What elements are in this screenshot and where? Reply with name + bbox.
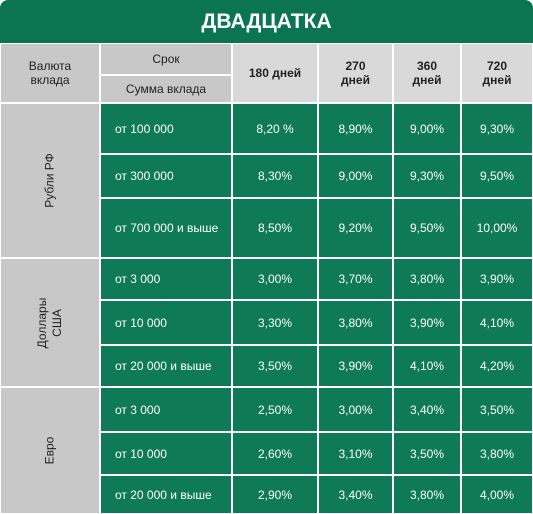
header-term: Срок	[100, 43, 232, 75]
rate: 3,50%	[393, 432, 461, 475]
rate: 3,40%	[393, 387, 461, 432]
rate: 3,50%	[461, 387, 533, 432]
rate: 3,10%	[318, 432, 393, 475]
rate: 8,50%	[232, 198, 318, 258]
rate: 2,90%	[232, 475, 318, 514]
amount: от 20 000 и выше	[100, 345, 232, 387]
table-title: ДВАДЦАТКА	[0, 0, 533, 43]
rate: 3,00%	[318, 387, 393, 432]
amount: от 3 000	[100, 258, 232, 300]
rate: 3,80%	[393, 258, 461, 300]
rate: 9,00%	[318, 154, 393, 198]
amount: от 20 000 и выше	[100, 475, 232, 514]
rate: 3,90%	[318, 345, 393, 387]
header-term-days: 270 дней	[318, 43, 393, 103]
amount: от 700 000 и выше	[100, 198, 232, 258]
rate: 2,60%	[232, 432, 318, 475]
rate: 3,30%	[232, 300, 318, 345]
cell-text: Доллары США	[35, 297, 64, 348]
rate: 9,00%	[393, 103, 461, 154]
header-term-days: 720 дней	[461, 43, 533, 103]
amount: от 10 000	[100, 300, 232, 345]
header-term-days: 180 дней	[232, 43, 318, 103]
cell-text: Рубли РФ	[42, 153, 57, 208]
rate: 3,40%	[318, 475, 393, 514]
rate: 4,00%	[461, 475, 533, 514]
cell-text: Евро	[42, 436, 57, 465]
amount: от 100 000	[100, 103, 232, 154]
currency-label: Доллары США	[0, 258, 100, 387]
rate: 3,80%	[461, 432, 533, 475]
amount: от 10 000	[100, 432, 232, 475]
header-term-days: 360 дней	[393, 43, 461, 103]
rate: 9,20%	[318, 198, 393, 258]
rate: 9,30%	[461, 103, 533, 154]
header-amount: Сумма вклада	[100, 75, 232, 103]
rate: 4,10%	[393, 345, 461, 387]
rate: 2,50%	[232, 387, 318, 432]
rate: 3,70%	[318, 258, 393, 300]
rate: 9,50%	[393, 198, 461, 258]
currency-label: Евро	[0, 387, 100, 514]
rate: 9,50%	[461, 154, 533, 198]
rate: 3,00%	[232, 258, 318, 300]
rate: 3,90%	[461, 258, 533, 300]
rate: 8,20 %	[232, 103, 318, 154]
header-currency: Валюта вклада	[0, 43, 100, 103]
amount: от 3 000	[100, 387, 232, 432]
rate: 10,00%	[461, 198, 533, 258]
rate: 3,90%	[393, 300, 461, 345]
rate: 3,80%	[318, 300, 393, 345]
rate: 3,50%	[232, 345, 318, 387]
rate: 4,20%	[461, 345, 533, 387]
rate: 8,90%	[318, 103, 393, 154]
currency-label: Рубли РФ	[0, 103, 100, 258]
rate: 4,10%	[461, 300, 533, 345]
amount: от 300 000	[100, 154, 232, 198]
rate: 8,30%	[232, 154, 318, 198]
rate: 9,30%	[393, 154, 461, 198]
rate: 3,80%	[393, 475, 461, 514]
